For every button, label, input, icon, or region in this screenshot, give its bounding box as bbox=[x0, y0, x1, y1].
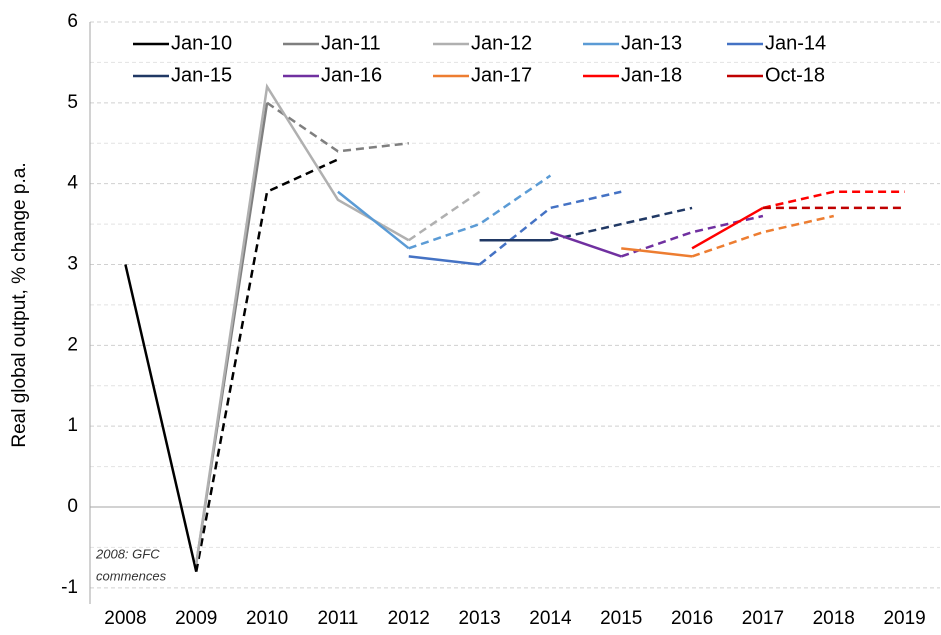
y-tick-label: 6 bbox=[67, 11, 78, 32]
x-tick-label: 2009 bbox=[175, 608, 217, 629]
actual-line bbox=[124, 264, 198, 572]
forecast-line bbox=[195, 158, 339, 572]
actual-line bbox=[408, 255, 480, 266]
y-tick-label: 1 bbox=[67, 415, 78, 436]
x-tick-label: 2015 bbox=[600, 608, 642, 629]
y-axis-label: Real global output, % change p.a. bbox=[9, 162, 30, 447]
y-tick-label: 2 bbox=[67, 334, 78, 355]
actual-line bbox=[195, 83, 410, 564]
actual-line bbox=[621, 247, 693, 258]
legend-label: Oct-18 bbox=[765, 64, 825, 86]
legend-label: Jan-10 bbox=[171, 32, 232, 54]
legend-label: Jan-14 bbox=[765, 32, 826, 54]
x-tick-label: 2008 bbox=[104, 608, 146, 629]
actual-line bbox=[691, 206, 764, 250]
x-tick-label: 2013 bbox=[458, 608, 500, 629]
actual-line bbox=[550, 230, 622, 258]
x-tick-label: 2016 bbox=[671, 608, 713, 629]
x-tick-label: 2018 bbox=[813, 608, 855, 629]
legend-label: Jan-18 bbox=[621, 64, 682, 86]
legend-label: Jan-17 bbox=[471, 64, 532, 86]
annotation: 2008: GFC bbox=[95, 546, 160, 561]
actual-line bbox=[337, 190, 410, 250]
forecast-line bbox=[266, 101, 409, 153]
forecast-line bbox=[408, 190, 481, 242]
x-tick-label: 2010 bbox=[246, 608, 288, 629]
legend-label: Jan-13 bbox=[621, 32, 682, 54]
x-tick-label: 2011 bbox=[317, 608, 358, 629]
forecast-line bbox=[478, 190, 622, 266]
legend-label: Jan-16 bbox=[321, 64, 382, 86]
y-tick-label: 5 bbox=[67, 92, 78, 113]
forecast-line bbox=[408, 174, 552, 250]
x-tick-label: 2017 bbox=[742, 608, 784, 629]
forecast-line bbox=[762, 190, 905, 210]
legend-label: Jan-11 bbox=[321, 32, 381, 54]
forecast-line bbox=[550, 206, 693, 242]
x-tick-label: 2014 bbox=[529, 608, 572, 629]
y-tick-label: -1 bbox=[61, 577, 78, 598]
legend-label: Jan-15 bbox=[171, 64, 232, 86]
y-tick-label: 4 bbox=[67, 173, 78, 194]
x-tick-label: 2012 bbox=[388, 608, 430, 629]
x-tick-label: 2019 bbox=[883, 608, 925, 629]
y-tick-label: 3 bbox=[67, 254, 78, 275]
annotation: commences bbox=[96, 568, 167, 583]
y-tick-label: 0 bbox=[67, 496, 78, 517]
forecast-line bbox=[691, 214, 835, 258]
legend-label: Jan-12 bbox=[471, 32, 532, 54]
